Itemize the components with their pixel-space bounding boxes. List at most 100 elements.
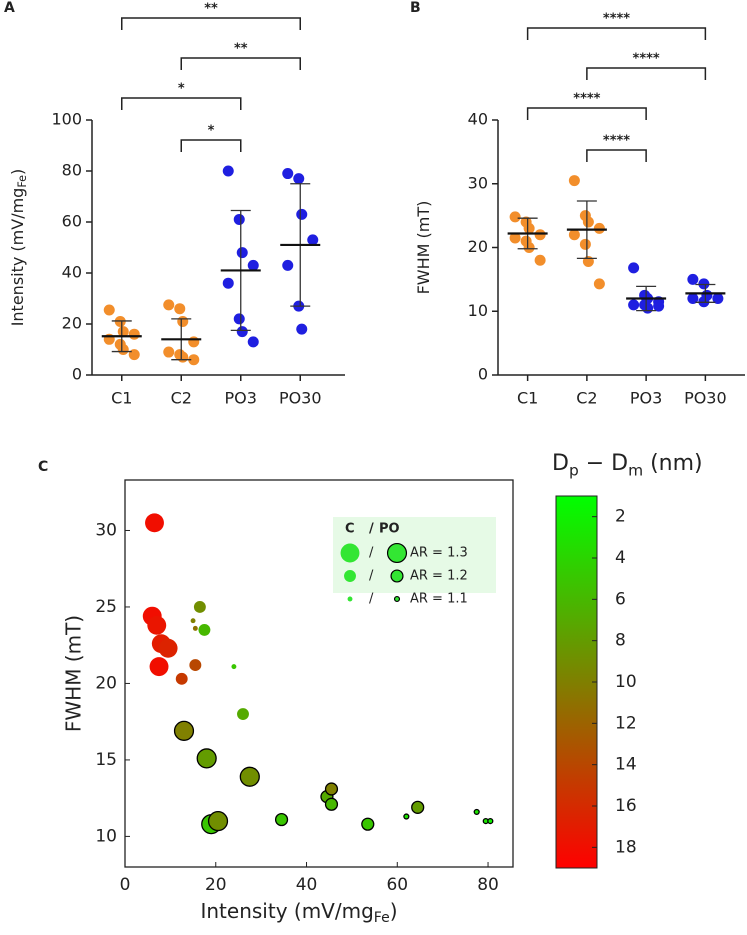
x-tick-label: 0: [120, 875, 131, 895]
significance-label: *: [178, 82, 185, 97]
bubble: [411, 800, 425, 814]
colorbar-label-part: m: [628, 461, 643, 479]
legend-separator: /: [369, 546, 374, 561]
x-tick-label: 20: [205, 875, 227, 895]
data-point: [523, 242, 535, 253]
colorbar-tick-label: 6: [615, 589, 626, 609]
legend-marker: [393, 595, 401, 603]
x-tick-label: 80: [477, 875, 499, 895]
y-tick-label: 80: [62, 161, 82, 180]
data-point: [117, 326, 129, 338]
data-point: [222, 277, 234, 289]
x-tick-label: PO30: [279, 389, 322, 408]
data-point: [236, 247, 248, 259]
colorbar-label-part: D: [552, 451, 569, 476]
data-point: [282, 168, 294, 180]
bubble: [193, 601, 206, 613]
bubble: [324, 782, 339, 796]
y-tick-label: 25: [95, 597, 117, 617]
data-point: [177, 351, 189, 363]
y-tick-label: 20: [95, 673, 117, 693]
x-tick-label: C1: [111, 389, 132, 408]
bubble: [231, 664, 237, 670]
significance-bracket: [121, 17, 301, 30]
data-point: [103, 304, 115, 316]
legend-marker: [347, 596, 353, 602]
significance-bracket: [121, 97, 242, 110]
x-axis-label-part: ): [390, 899, 398, 923]
significance-bracket: [586, 149, 647, 162]
data-point: [687, 273, 699, 285]
significance-label: *: [208, 124, 215, 139]
x-axis-label-part: Fe: [374, 910, 390, 926]
y-tick-label: 40: [62, 263, 82, 282]
legend-separator: /: [369, 592, 374, 607]
colorbar-tick-label: 2: [615, 507, 626, 527]
data-point: [534, 254, 546, 266]
bubble: [473, 808, 480, 816]
data-point: [163, 346, 175, 358]
y-tick-label: 40: [468, 110, 488, 129]
significance-label: **: [234, 42, 248, 57]
colorbar-tick-label: 10: [615, 672, 637, 692]
data-point: [593, 278, 605, 290]
data-point: [174, 303, 186, 315]
y-tick-label: 30: [468, 173, 488, 192]
bubble: [189, 659, 202, 672]
legend-separator: /: [369, 522, 374, 537]
y-tick-label: 20: [468, 237, 488, 256]
bubble: [147, 615, 167, 635]
bubble: [207, 811, 229, 832]
significance-bracket: [526, 107, 647, 120]
colorbar-tick-label: 18: [615, 837, 637, 857]
legend-marker: [390, 569, 404, 583]
data-point: [117, 344, 129, 355]
data-point: [128, 349, 140, 361]
colorbar-label-part: −: [579, 451, 611, 476]
y-tick-label: 20: [62, 314, 82, 333]
legend-header: C: [345, 522, 355, 537]
legend-marker: [344, 570, 356, 582]
data-point: [568, 229, 580, 241]
bubble: [403, 813, 410, 820]
x-tick-label: C2: [171, 389, 192, 408]
legend-header: PO: [379, 522, 400, 537]
legend-label: AR = 1.2: [410, 569, 468, 584]
significance-label: ****: [603, 134, 630, 149]
y-axis-label-part: ): [8, 169, 27, 175]
data-point: [247, 259, 259, 271]
significance-label: ****: [573, 92, 600, 107]
y-tick-label: 60: [62, 212, 82, 231]
data-point: [233, 213, 245, 225]
colorbar-label-part: D: [611, 451, 628, 476]
bubble: [145, 513, 164, 533]
significance-label: **: [204, 2, 218, 17]
bubble: [487, 818, 494, 825]
x-tick-label: PO30: [684, 389, 727, 408]
bubble: [324, 797, 339, 811]
y-axis-label: FWHM (mT): [414, 201, 433, 295]
bubble: [239, 766, 260, 787]
colorbar-label-part: (nm): [643, 451, 703, 476]
legend-label: AR = 1.1: [410, 592, 468, 607]
bubble: [158, 638, 178, 658]
data-point: [233, 313, 245, 325]
x-tick-label: C2: [576, 389, 597, 408]
y-axis-label-part: FWHM (mT): [414, 201, 433, 295]
bubble: [173, 720, 195, 741]
data-point: [523, 222, 535, 234]
colorbar: [555, 495, 598, 869]
bubble: [192, 625, 198, 631]
data-point: [628, 262, 640, 274]
y-tick-label: 15: [95, 750, 117, 770]
data-point: [582, 256, 594, 268]
data-point: [568, 175, 580, 187]
legend-label: AR = 1.3: [410, 546, 468, 561]
bubble: [237, 708, 249, 720]
data-point: [163, 299, 175, 311]
bubble: [196, 748, 217, 769]
data-point: [128, 328, 140, 340]
data-point: [188, 354, 200, 366]
data-point: [712, 293, 724, 304]
